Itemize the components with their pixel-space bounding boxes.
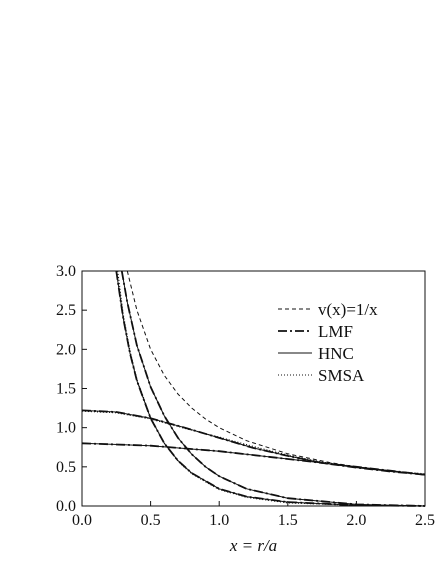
legend-label: HNC xyxy=(318,344,354,363)
series-1-curve-3 xyxy=(120,270,426,507)
series-1-curve-2 xyxy=(115,270,426,507)
axis-ticks: 0.0 0.5 1.0 1.5 2.0 2.5 0.0 0.5 1.0 1.5 2.0 2.5 3.0 xyxy=(56,263,435,529)
legend: v(x)=1/x LMF HNC SMSA xyxy=(278,300,378,385)
y-tick-label: 1.5 xyxy=(56,381,76,398)
series-3-curve-0 xyxy=(81,410,426,475)
y-tick-label: 3.0 xyxy=(56,263,76,280)
x-tick-label: 2.5 xyxy=(415,512,435,529)
x-tick-label: 0.0 xyxy=(72,512,92,529)
series-2-curve-2 xyxy=(115,270,426,507)
series-0-curve-0 xyxy=(126,270,426,476)
series-2-curve-3 xyxy=(121,270,426,507)
legend-label: SMSA xyxy=(318,366,365,385)
y-tick-label: 0.5 xyxy=(56,459,76,476)
y-tick-label: 1.0 xyxy=(56,420,76,437)
y-tick-label: 2.5 xyxy=(56,302,76,319)
series-3-curve-1 xyxy=(117,270,426,507)
series-2-curve-0 xyxy=(81,442,426,476)
plot-lines xyxy=(81,270,426,507)
x-tick-label: 1.5 xyxy=(278,512,298,529)
legend-label: LMF xyxy=(318,322,353,341)
y-tick-label: 0.0 xyxy=(56,498,76,515)
series-2-curve-1 xyxy=(81,409,426,476)
y-tick-label: 2.0 xyxy=(56,341,76,358)
x-axis-title: x = r/a xyxy=(229,536,277,555)
x-tick-label: 2.0 xyxy=(346,512,366,529)
legend-label: v(x)=1/x xyxy=(318,300,378,319)
x-tick-label: 0.5 xyxy=(141,512,161,529)
x-tick-label: 1.0 xyxy=(209,512,229,529)
